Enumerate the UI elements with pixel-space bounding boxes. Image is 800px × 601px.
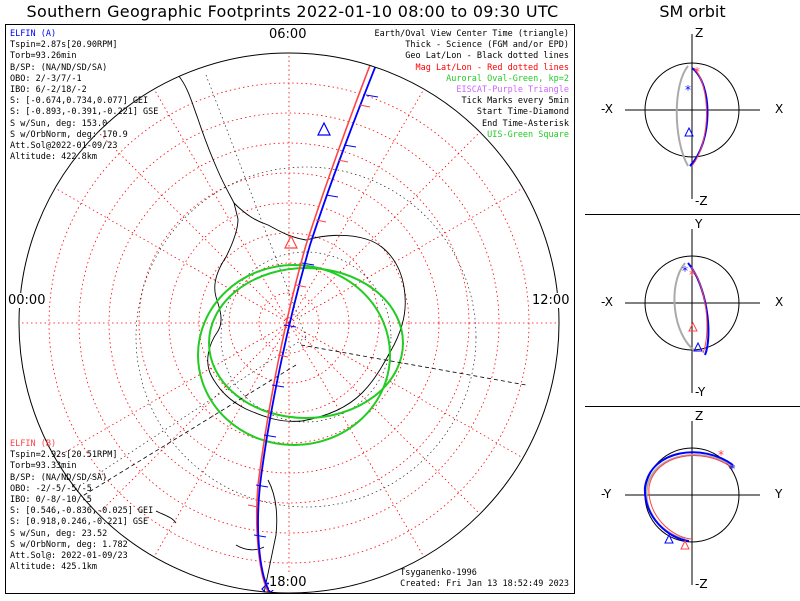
elfin-b-track	[255, 53, 379, 593]
mag-grid	[19, 53, 559, 593]
elfin-b-line: S: [0.546,-0.836,-0.025] GEI	[10, 506, 154, 517]
model-label: Tsyganenko-1996	[400, 567, 477, 578]
elfin-a-line: S: [-0.674,0.734,0.077] GEI	[10, 96, 149, 107]
page-title: Southern Geographic Footprints 2022-01-1…	[26, 2, 559, 21]
elfin-a-line: B/SP: (NA/ND/SD/SA)	[10, 62, 108, 73]
elfin-a-line: IBO: 6/-2/18/-2	[10, 85, 87, 96]
elfin-a-line: Tspin=2.87s[20.90RPM]	[10, 40, 118, 51]
sm-axis-bottom: -Z	[695, 194, 708, 208]
sm-panel-xz-svg: * *	[625, 34, 760, 199]
elfin-b-line: S: [0.918,0.246,-0.221] GSE	[10, 517, 149, 528]
legend-item: Start Time-Diamond	[476, 107, 569, 118]
elfin-a-line: Altitude: 422.8km	[10, 152, 97, 163]
polar-map-svg	[18, 52, 560, 593]
elfin-a-line: Torb=93.26min	[10, 51, 77, 62]
sm-axis-top: Z	[695, 409, 704, 423]
elfin-a-track	[257, 53, 385, 593]
elfin-a-info: ELFIN (A) Tspin=2.87s[20.90RPM] Torb=93.…	[10, 29, 158, 163]
sm-axis-left: -X	[601, 295, 613, 309]
elfin-b-line: Tspin=2.92s[20.51RPM]	[10, 450, 118, 461]
lt-label-bottom: 18:00	[269, 575, 307, 590]
elfin-a-line: S w/Sun, deg: 153.0	[10, 118, 108, 129]
elfin-b-line: S w/OrbNorm, deg: 1.782	[10, 539, 128, 550]
legend-item: Earth/Oval View Center Time (triangle)	[374, 29, 569, 39]
lt-label-right: 12:00	[532, 293, 570, 308]
legend-item: End Time-Asterisk	[482, 118, 569, 129]
svg-text:*: *	[694, 65, 700, 79]
elfin-b-line: B/SP: (NA/ND/SD/SA)	[10, 472, 108, 483]
elfin-a-line: OBO: 2/-3/7/-1	[10, 73, 82, 84]
svg-text:*: *	[685, 83, 691, 97]
sm-axis-right: Y	[775, 487, 783, 501]
sm-panel-xy: * * Y -Y -X X	[585, 214, 800, 404]
elfin-b-line: IBO: 0/-8/-10/-5	[10, 495, 92, 506]
map-legend: Earth/Oval View Center Time (triangle) T…	[375, 29, 569, 141]
elfin-a-ticks	[253, 94, 379, 538]
svg-text:*: *	[689, 268, 695, 282]
geo-grid	[65, 74, 477, 508]
sm-axis-top: Z	[695, 26, 704, 40]
elfin-a-line: S w/OrbNorm, deg: 170.9	[10, 129, 128, 140]
elfin-a-line: Att.Sol@2022-01-09/23	[10, 141, 118, 152]
continent-outlines	[155, 64, 406, 593]
elfin-b-ticks	[247, 104, 371, 508]
elfin-b-line: Altitude: 425.1km	[10, 562, 97, 573]
svg-text:*: *	[718, 448, 724, 462]
auroral-oval	[197, 264, 404, 446]
legend-item: UIS-Green Square	[487, 129, 569, 140]
lt-label-left: 00:00	[8, 293, 46, 308]
elfin-b-line: S w/Sun, deg: 23.52	[10, 528, 108, 539]
sm-panel-xy-svg: * *	[625, 229, 760, 393]
sm-axis-top: Y	[695, 217, 703, 231]
elfin-b-line: Att.Sol@: 2022-01-09/23	[10, 551, 128, 562]
sm-panel-xz: * * Z -Z -X X	[585, 24, 800, 214]
created-label: Created: Fri Jan 13 18:52:49 2023	[400, 578, 569, 589]
sm-axis-right: X	[775, 102, 784, 116]
legend-item: Mag Lat/Lon - Red dotted lines	[415, 62, 569, 73]
sm-axis-left: -Y	[601, 487, 612, 501]
legend-item: Geo Lat/Lon - Black dotted lines	[405, 51, 569, 62]
legend-item: Auroral Oval-Green, kp=2	[446, 73, 569, 84]
elfin-a-name: ELFIN (A)	[10, 29, 57, 39]
elfin-b-info: ELFIN (B) Tspin=2.92s[20.51RPM] Torb=93.…	[10, 439, 153, 573]
sm-axis-bottom: -Z	[695, 577, 708, 591]
elfin-b-line: Torb=93.33min	[10, 461, 77, 472]
elfin-a-view-triangle	[317, 121, 331, 136]
elfin-b-name: ELFIN (B)	[10, 439, 57, 449]
legend-item: EISCAT-Purple Triangle	[456, 85, 569, 96]
sm-axis-left: -X	[601, 102, 613, 116]
sm-orbit-title: SM orbit	[659, 2, 726, 21]
elfin-a-line: S: [-0.893,-0.391,-0.221] GSE	[10, 107, 159, 118]
sm-panel-yz: * * Z -Z -Y Y	[585, 406, 800, 596]
map-footer: Tsyganenko-1996 Created: Fri Jan 13 18:5…	[400, 568, 569, 590]
elfin-b-line: OBO: -2/-5/-5/-5	[10, 483, 92, 494]
svg-text:*: *	[682, 264, 688, 278]
elfin-b-view-triangle	[284, 234, 298, 249]
legend-item: Tick Marks every 5min	[461, 96, 569, 107]
lt-label-top: 06:00	[269, 27, 307, 42]
polar-footprint-map: 06:00 00:00 12:00 18:00 ELFIN (A) Tspin=…	[5, 24, 575, 594]
legend-item: Thick - Science (FGM and/or EPD)	[405, 40, 569, 51]
sm-axis-bottom: -Y	[695, 385, 706, 399]
svg-text:*: *	[729, 462, 735, 476]
sm-axis-right: X	[775, 295, 784, 309]
sm-panel-yz-svg: * *	[625, 421, 760, 585]
